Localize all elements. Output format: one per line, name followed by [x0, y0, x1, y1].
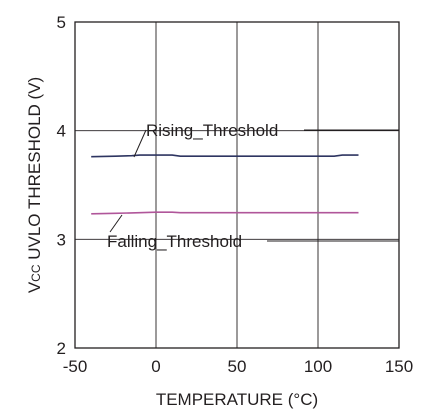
grid-lines	[75, 22, 399, 348]
falling-threshold-line	[91, 211, 359, 215]
falling-annotation-leader-left	[109, 214, 123, 233]
series-lines	[91, 154, 359, 215]
x-axis-title: TEMPERATURE (°C)	[156, 390, 318, 409]
y-axis-title-prefix: V	[25, 281, 44, 293]
plot-frame	[74, 21, 400, 349]
tick-labels: -50 0 50 100 150 2 3 4 5	[57, 13, 414, 376]
x-tick-label: 100	[304, 357, 332, 376]
rising-threshold-label: Rising_Threshold	[146, 121, 278, 140]
y-axis-title-subscript: CC	[29, 264, 43, 282]
y-tick-label: 5	[57, 13, 66, 32]
y-tick-label: 3	[57, 230, 66, 249]
annotations: Rising_Threshold Falling_Threshold	[107, 121, 399, 251]
x-tick-label: 0	[151, 357, 160, 376]
y-tick-label: 2	[57, 339, 66, 358]
x-tick-label: 50	[228, 357, 247, 376]
rising-threshold-line	[91, 154, 359, 158]
y-axis-title-rest: UVLO THRESHOLD (V)	[25, 77, 44, 265]
x-tick-label: -50	[63, 357, 88, 376]
y-tick-label: 4	[57, 122, 66, 141]
rising-annotation-leader-left	[133, 129, 147, 158]
falling-threshold-label: Falling_Threshold	[107, 232, 242, 251]
x-tick-label: 150	[385, 357, 413, 376]
y-axis-title: VCC UVLO THRESHOLD (V)	[25, 77, 44, 293]
